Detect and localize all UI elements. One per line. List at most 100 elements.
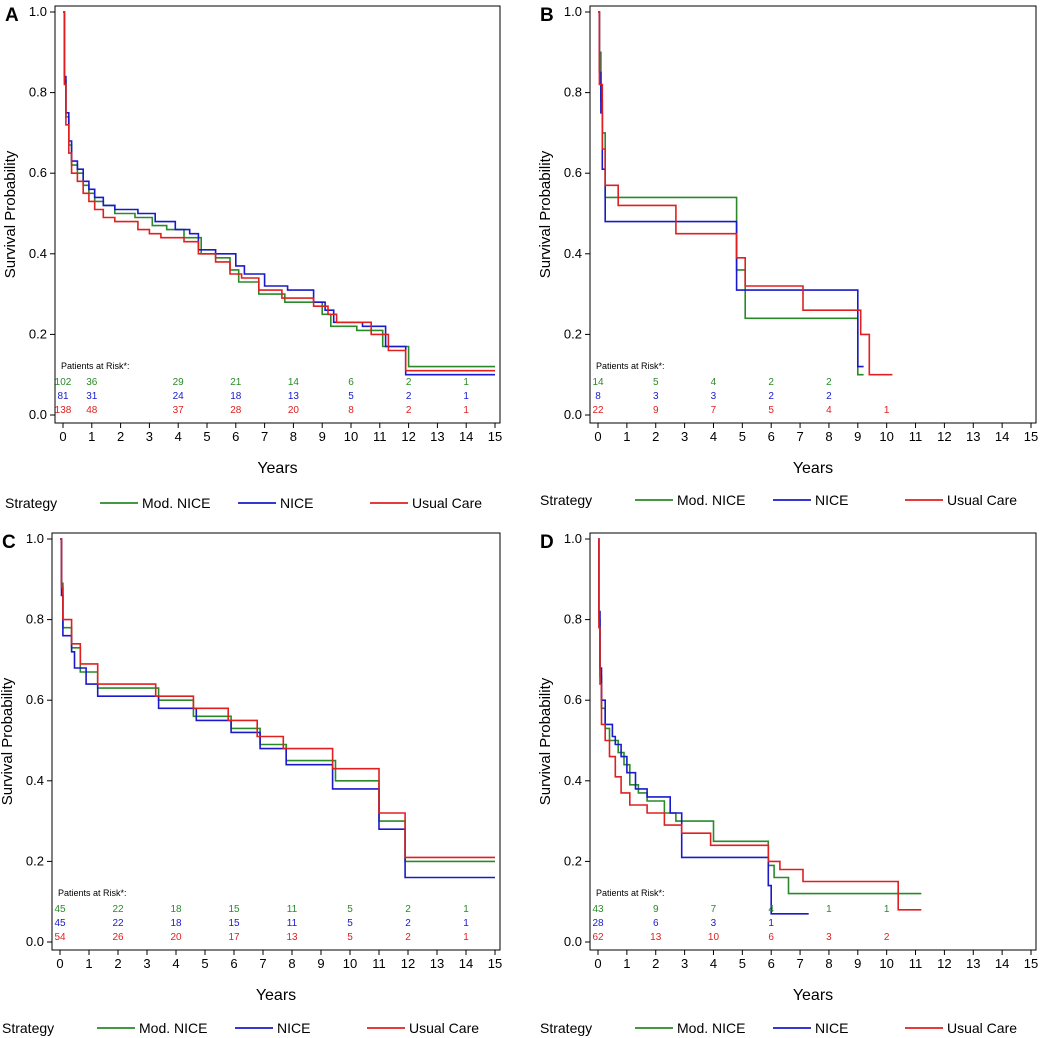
y-tick-label: 0.8 [564, 85, 582, 100]
series-line-usual-care [598, 11, 893, 376]
risk-count: 2 [826, 377, 832, 388]
panel-letter: D [540, 532, 554, 553]
series-line-nice [63, 11, 495, 376]
risk-count: 7 [711, 904, 717, 915]
y-tick-label: 1.0 [29, 4, 47, 19]
risk-count: 3 [711, 391, 717, 402]
risk-count: 17 [228, 932, 240, 943]
x-tick-label: 13 [966, 429, 980, 444]
x-tick-label: 12 [937, 429, 951, 444]
y-tick-label: 0.2 [564, 853, 582, 868]
risk-table-title: Patients at Risk*: [61, 361, 130, 371]
x-tick-label: 12 [401, 429, 415, 444]
x-tick-label: 5 [201, 956, 208, 971]
risk-count: 18 [170, 904, 182, 915]
risk-count: 28 [230, 405, 242, 416]
risk-count: 7 [711, 405, 717, 416]
risk-count: 3 [711, 918, 717, 929]
series-line-nice [598, 11, 864, 368]
risk-count: 5 [347, 932, 353, 943]
y-axis-title: Survival Probability [0, 677, 16, 805]
x-tick-label: 7 [796, 429, 803, 444]
x-tick-label: 14 [459, 956, 473, 971]
legend-label: NICE [277, 1020, 310, 1036]
risk-count: 11 [287, 918, 298, 929]
y-tick-label: 0.8 [26, 612, 44, 627]
x-tick-label: 8 [825, 956, 832, 971]
risk-count: 2 [406, 405, 412, 416]
x-tick-label: 15 [488, 429, 502, 444]
risk-count: 1 [884, 405, 890, 416]
panel-letter: A [5, 5, 19, 26]
y-axis-title: Survival Probability [537, 677, 554, 805]
x-tick-label: 0 [59, 429, 66, 444]
series-line-nice [598, 538, 809, 915]
y-tick-label: 0.6 [29, 165, 47, 180]
x-tick-label: 14 [995, 956, 1009, 971]
x-tick-label: 0 [56, 956, 63, 971]
risk-count: 5 [347, 918, 353, 929]
y-tick-label: 1.0 [26, 531, 44, 546]
x-tick-label: 15 [1024, 429, 1038, 444]
risk-count: 5 [768, 405, 774, 416]
series-line-mod-nice [60, 538, 495, 863]
y-tick-label: 0.2 [26, 853, 44, 868]
risk-count: 22 [592, 405, 604, 416]
y-tick-label: 0.6 [564, 692, 582, 707]
risk-count: 9 [653, 405, 659, 416]
x-tick-label: 7 [259, 956, 266, 971]
risk-count: 20 [170, 932, 182, 943]
x-tick-label: 12 [937, 956, 951, 971]
risk-table-title: Patients at Risk*: [58, 888, 127, 898]
x-tick-label: 1 [623, 956, 630, 971]
risk-count: 6 [348, 377, 354, 388]
x-tick-label: 11 [372, 956, 386, 971]
y-axis-title: Survival Probability [537, 150, 554, 278]
x-tick-label: 11 [909, 429, 923, 444]
x-tick-label: 6 [768, 429, 775, 444]
risk-count: 2 [406, 377, 412, 388]
y-tick-label: 0.0 [564, 934, 582, 949]
series-line-mod-nice [598, 538, 922, 895]
x-tick-label: 6 [768, 956, 775, 971]
risk-count: 1 [463, 377, 469, 388]
legend-label: Usual Care [947, 492, 1017, 508]
risk-count: 4 [826, 405, 832, 416]
risk-count: 2 [768, 391, 774, 402]
x-axis-title: Years [257, 460, 297, 477]
plot-frame [589, 5, 1037, 424]
legend-title: Strategy [540, 492, 592, 508]
y-tick-label: 0.2 [29, 326, 47, 341]
risk-count: 21 [230, 377, 242, 388]
risk-count: 22 [112, 904, 124, 915]
x-tick-label: 7 [796, 956, 803, 971]
risk-count: 6 [768, 932, 774, 943]
risk-count: 5 [653, 377, 659, 388]
risk-count: 37 [173, 405, 185, 416]
risk-count: 14 [288, 377, 300, 388]
y-tick-label: 1.0 [564, 531, 582, 546]
risk-count: 2 [826, 391, 832, 402]
risk-table-title: Patients at Risk*: [596, 361, 665, 371]
x-tick-label: 14 [995, 429, 1009, 444]
risk-count: 2 [884, 932, 890, 943]
risk-count: 28 [592, 918, 604, 929]
panel-letter: B [540, 5, 554, 26]
x-tick-label: 3 [146, 429, 153, 444]
x-tick-label: 4 [710, 429, 717, 444]
x-axis-title: Years [256, 987, 296, 1004]
risk-count: 1 [463, 391, 469, 402]
x-tick-label: 3 [681, 429, 688, 444]
x-tick-label: 2 [114, 956, 121, 971]
legend-label: Usual Care [947, 1020, 1017, 1036]
risk-count: 48 [86, 405, 98, 416]
x-tick-label: 11 [373, 429, 387, 444]
legend-label: NICE [815, 492, 848, 508]
legend-label: NICE [815, 1020, 848, 1036]
risk-count: 54 [54, 932, 66, 943]
x-tick-label: 11 [909, 956, 923, 971]
x-tick-label: 5 [739, 956, 746, 971]
legend-label: Mod. NICE [139, 1020, 207, 1036]
x-tick-label: 10 [879, 429, 893, 444]
